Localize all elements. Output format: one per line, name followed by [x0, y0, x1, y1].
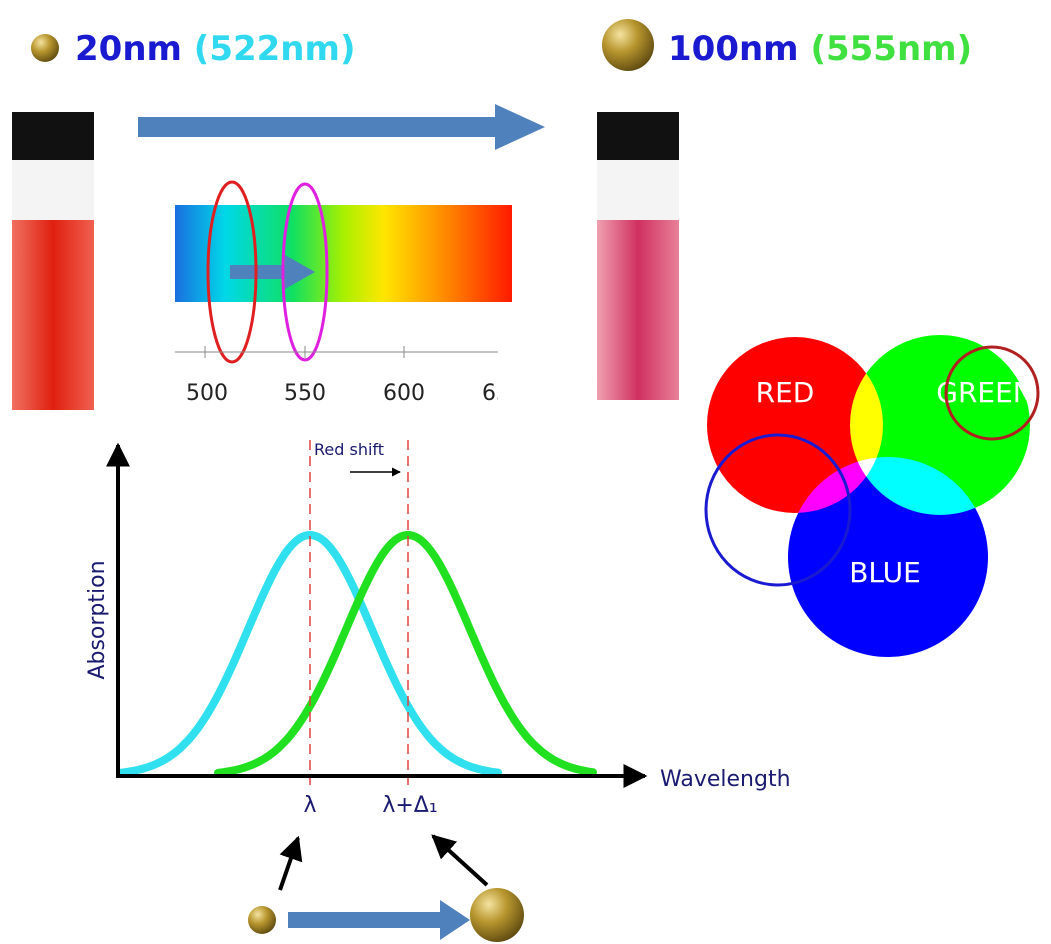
diagram: 20nm (522nm) 100nm (555nm) 500 550 600 6… [0, 0, 1051, 944]
vial-right [597, 112, 679, 400]
peak-label: λ [303, 793, 316, 818]
venn-label: BLUE [849, 556, 921, 589]
venn-label: GREEN [936, 376, 1033, 409]
tick-label: 500 [186, 381, 228, 406]
small-label: 20nm (522nm) [75, 29, 355, 69]
small-particle [31, 34, 59, 62]
size: 100nm [668, 29, 799, 69]
large-particle [602, 19, 654, 71]
large-label: 100nm (555nm) [668, 29, 972, 69]
y-axis-label: Absorption [85, 560, 110, 679]
small-particle [248, 906, 276, 934]
size: 20nm [75, 29, 182, 69]
large-particle [470, 888, 524, 942]
spectrum-bar [175, 205, 512, 302]
venn-label: RED [756, 376, 815, 409]
pointer [433, 836, 487, 885]
pointer [280, 838, 298, 890]
peak-label: λ+Δ₁ [382, 793, 437, 818]
arrow [288, 900, 470, 940]
shift-label: Red shift [314, 440, 384, 459]
tick-label: 550 [284, 381, 326, 406]
peak: (555nm) [810, 29, 972, 69]
spectrum-axis: 500 550 600 650 [175, 346, 524, 406]
tick-label: 600 [383, 381, 425, 406]
peak: (522nm) [194, 29, 356, 69]
tick-label: 650 [482, 381, 524, 406]
x-axis-label: Wavelength [660, 767, 791, 792]
arrow [138, 104, 545, 150]
vial-left [12, 112, 94, 410]
